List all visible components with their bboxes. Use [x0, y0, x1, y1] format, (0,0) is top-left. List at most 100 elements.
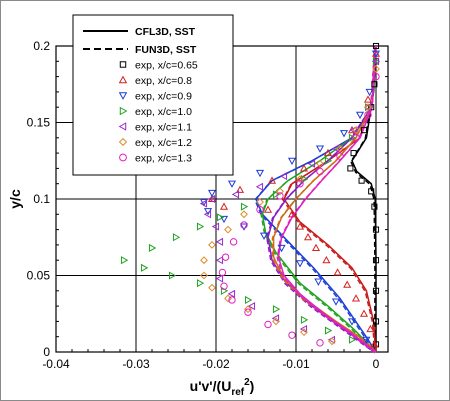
exp-point [219, 215, 229, 224]
exp-point [299, 325, 308, 334]
exp-point [315, 145, 325, 153]
x-tick-label: -0.02 [202, 357, 230, 371]
exp-point [287, 157, 297, 165]
exp-point [256, 198, 264, 206]
exp-point [276, 192, 284, 200]
exp-point [324, 326, 333, 335]
legend-marker [118, 92, 128, 100]
exp-point [215, 237, 224, 246]
exp-point [352, 134, 360, 142]
exp-point [218, 268, 227, 277]
exp-point [267, 176, 277, 184]
exp-point [348, 335, 357, 344]
exp-point [349, 126, 357, 135]
exp-point [287, 210, 297, 218]
exp-point [300, 328, 308, 337]
exp-point [372, 65, 380, 73]
legend-marker [119, 106, 128, 116]
exp-point [199, 199, 208, 208]
exp-point [215, 274, 224, 283]
exp-point [227, 289, 236, 298]
y-tick-label: 0 [43, 345, 50, 359]
exp-point [200, 256, 208, 265]
legend-label: exp, x/c=0.8 [135, 75, 192, 87]
legend-label: exp, x/c=1.1 [135, 122, 192, 134]
exp-point [172, 233, 181, 242]
exp-point [229, 238, 238, 246]
exp-point [364, 103, 372, 112]
exp-point [231, 190, 240, 199]
exp-point [362, 336, 371, 344]
exp-point [372, 226, 380, 233]
x-axis-label: u'v'/(Uref2) [190, 377, 255, 398]
exp-point [244, 295, 253, 305]
exp-point [324, 156, 333, 165]
y-tick-label: 0.1 [33, 192, 50, 206]
exp-point [296, 175, 304, 184]
exp-point [219, 202, 229, 210]
exp-point [295, 260, 305, 268]
exp-point [247, 302, 256, 311]
exp-point [316, 339, 324, 347]
exp-point [227, 180, 237, 188]
exp-point [224, 225, 232, 234]
exp-point [370, 340, 379, 348]
legend-marker [118, 75, 128, 84]
exp-point [336, 144, 344, 153]
legend-label: exp, x/c=1.2 [135, 137, 192, 149]
exp-point [347, 318, 357, 326]
exp-point [352, 126, 360, 135]
exp-point [368, 104, 375, 111]
exp-point [207, 194, 216, 204]
exp-point [316, 159, 324, 168]
fun3d-line-6 [276, 46, 376, 354]
exp-point [244, 305, 252, 314]
exp-point [348, 133, 357, 142]
exp-point [295, 222, 305, 230]
fun3d-line-4 [266, 46, 376, 354]
exp-point [322, 255, 331, 264]
legend-label: FUN3D, SST [135, 44, 197, 56]
exp-point [307, 159, 316, 168]
exp-point [372, 42, 380, 50]
exp-point [235, 185, 245, 193]
exp-point [336, 152, 344, 160]
x-tick-label: -0.04 [42, 357, 70, 371]
legend-marker [119, 61, 127, 68]
exp-point [365, 88, 374, 97]
exp-point [221, 253, 230, 261]
exp-point [371, 57, 380, 66]
exp-point [333, 268, 342, 276]
exp-point [331, 298, 341, 306]
exp-point [255, 169, 265, 178]
fun3d-line-0 [350, 46, 376, 353]
exp-point [299, 164, 309, 172]
exp-point [240, 221, 248, 229]
exp-point [208, 283, 216, 292]
y-tick-label: 0.2 [33, 39, 50, 53]
legend-label: exp, x/c=1.0 [135, 106, 192, 118]
exp-point [259, 232, 269, 240]
exp-point [366, 324, 375, 333]
exp-point [371, 50, 381, 58]
exp-point [347, 165, 354, 172]
exp-point [360, 127, 368, 134]
exp-point [207, 189, 217, 198]
exp-point [228, 296, 236, 304]
exp-point [364, 111, 372, 119]
legend-label: exp, x/c=0.9 [135, 91, 192, 103]
exp-point [358, 177, 365, 184]
exp-point [288, 331, 296, 339]
legend-label: exp, x/c=1.3 [135, 153, 192, 165]
exp-point [203, 210, 212, 219]
exp-point [196, 222, 205, 231]
exp-point [264, 320, 272, 329]
exp-point [323, 148, 333, 157]
exp-point [372, 318, 380, 325]
legend-marker [118, 122, 127, 131]
exp-point [211, 222, 220, 231]
exp-point [216, 213, 225, 222]
exp-point [355, 111, 365, 120]
exp-point [277, 244, 286, 253]
exp-point [311, 243, 321, 252]
